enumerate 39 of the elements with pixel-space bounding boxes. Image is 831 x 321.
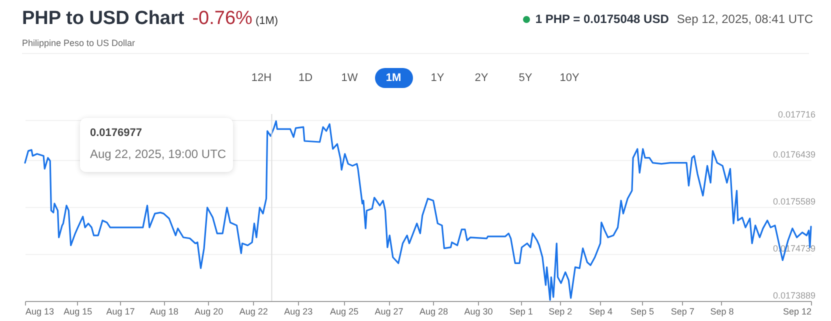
text: 10Y [558, 71, 580, 86]
text: 1Y [430, 71, 446, 86]
text: (1M) [255, 15, 278, 27]
text: 5Y [518, 71, 534, 86]
x-tick-label: Sep 2 [548, 306, 572, 316]
text: 1M [374, 68, 412, 88]
text: 1 PHP = 0.0175048 USD [535, 12, 669, 26]
x-tick-label: Aug 27 [374, 306, 404, 316]
text: Sep 12, 2025, 08:41 UTC [676, 12, 813, 26]
text: -0.76% [192, 8, 252, 29]
text: 12H [250, 71, 273, 86]
x-tick-label: Aug 18 [150, 306, 178, 316]
y-tick-label: 0.0175589 [772, 196, 816, 206]
x-tick-label: Sep 7 [670, 306, 694, 316]
chart-title: PHP to USD Chart [22, 8, 184, 29]
x-tick-label: Aug 17 [106, 306, 135, 316]
y-tick-label: 0.017716 [778, 110, 816, 120]
text: 2Y [474, 71, 490, 86]
y-tick-label: 0.0173889 [772, 290, 816, 300]
x-tick-label: Aug 28 [420, 306, 448, 316]
x-tick-label: Sep 4 [589, 306, 613, 316]
x-tick-label: Aug 25 [330, 306, 359, 316]
x-tick-label: Aug 30 [464, 306, 493, 316]
y-tick-label: 0.0176439 [772, 149, 816, 160]
tooltip-box: 0.0176977 Aug 22, 2025, 19:00 UTC [80, 118, 233, 172]
text: 1W [340, 71, 359, 86]
x-tick-label: Sep 1 [509, 306, 533, 316]
x-tick-label: Aug 20 [194, 306, 224, 316]
x-tick-label: Aug 15 [64, 306, 92, 316]
x-tick-label: Aug 22 [239, 306, 268, 316]
text: 1D [297, 71, 314, 86]
x-tick-label: Aug 23 [284, 306, 313, 316]
annotation: Aug 22, 2025, 19:00 UTC [90, 147, 226, 161]
annotation: 0.0176977 [90, 127, 142, 139]
chart-subtitle: Philippine Peso to US Dollar [22, 38, 136, 48]
x-tick-label: Sep 5 [630, 306, 654, 316]
x-tick-label: Sep 12 [782, 306, 812, 316]
x-tick-label: Aug 13 [26, 306, 54, 316]
x-tick-label: Sep 8 [710, 306, 734, 316]
